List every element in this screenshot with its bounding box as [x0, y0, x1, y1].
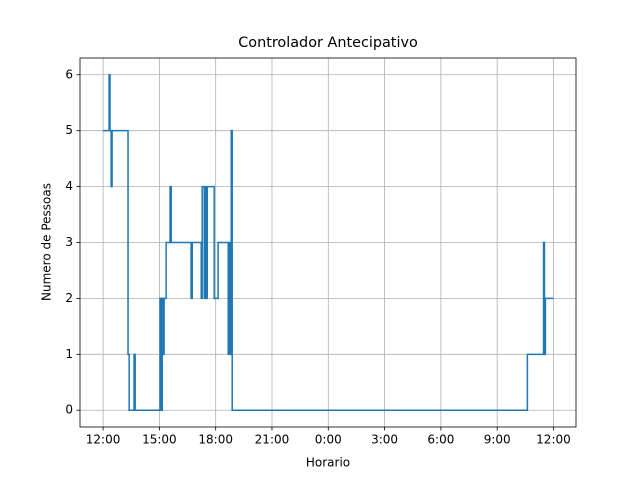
- x-tick-label: 12:00: [86, 433, 121, 447]
- x-tick-label: 15:00: [142, 433, 177, 447]
- chart-title: Controlador Antecipativo: [238, 35, 418, 51]
- y-tick-label: 5: [65, 123, 73, 137]
- y-tick-label: 1: [65, 347, 73, 361]
- y-tick-label: 3: [65, 235, 73, 249]
- x-tick-label: 18:00: [198, 433, 233, 447]
- x-tick-label: 12:00: [536, 433, 571, 447]
- y-tick-label: 6: [65, 67, 73, 81]
- x-tick-label: 9:00: [484, 433, 511, 447]
- y-axis-label: Numero de Pessoas: [40, 183, 54, 301]
- y-tick-label: 4: [65, 179, 73, 193]
- x-axis-label: Horario: [306, 456, 350, 470]
- x-tick-label: 6:00: [427, 433, 454, 447]
- data-line: [103, 74, 554, 411]
- y-tick-label: 2: [65, 291, 73, 305]
- x-tick-label: 0:00: [315, 433, 342, 447]
- y-tick-label: 0: [65, 403, 73, 417]
- x-tick-label: 3:00: [371, 433, 398, 447]
- x-tick-label: 21:00: [255, 433, 290, 447]
- plot-frame: [79, 57, 577, 428]
